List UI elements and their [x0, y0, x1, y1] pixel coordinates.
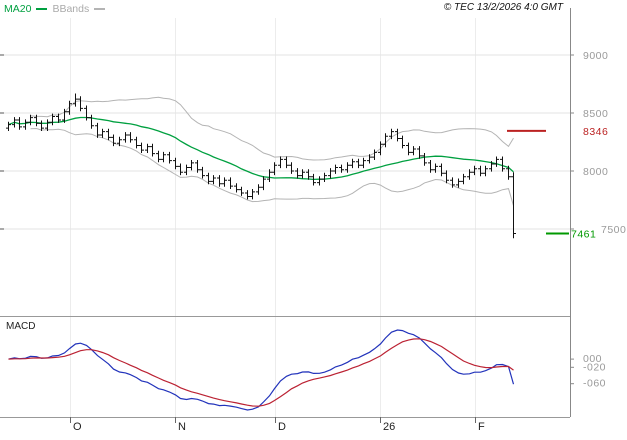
macd-panel [8, 329, 574, 411]
macd-axis-label: -020 [583, 361, 606, 373]
macd-panel-label: MACD [6, 321, 36, 332]
resistance-label: 8346 [583, 126, 608, 138]
support-label: 7461 [571, 229, 596, 241]
macd-line [8, 329, 515, 411]
month-label: D [278, 421, 286, 433]
bband-upper-line [30, 96, 514, 161]
ma20-label: MA20 [4, 3, 32, 15]
price-axis-label: 7500 [601, 224, 626, 236]
month-label: 26 [383, 421, 395, 433]
candlesticks [6, 93, 516, 239]
macd-signal-line [8, 338, 514, 407]
macd-axis-label: 000 [583, 353, 602, 365]
ma20-line-swatch [36, 8, 48, 10]
bbands-line-swatch [94, 8, 106, 10]
price-axis-label: 8000 [583, 166, 608, 178]
bband-lower-line [30, 127, 514, 206]
bbands-label: BBands [52, 3, 90, 15]
axes [0, 8, 574, 423]
macd-axis-label: -060 [583, 378, 606, 390]
price-axis-label: 8500 [583, 108, 608, 120]
month-label: N [178, 421, 186, 433]
ma20-line [8, 116, 514, 181]
month-label: F [478, 421, 485, 433]
bollinger-bands [30, 96, 514, 206]
legend: MA20 BBands [4, 3, 106, 15]
month-label: O [73, 421, 82, 433]
grid-layer [0, 18, 570, 417]
level-lines [507, 129, 569, 235]
copyright-text: © TEC 13/2/2026 4:0 GMT [443, 2, 563, 13]
price-axis-label: 9000 [583, 50, 608, 62]
